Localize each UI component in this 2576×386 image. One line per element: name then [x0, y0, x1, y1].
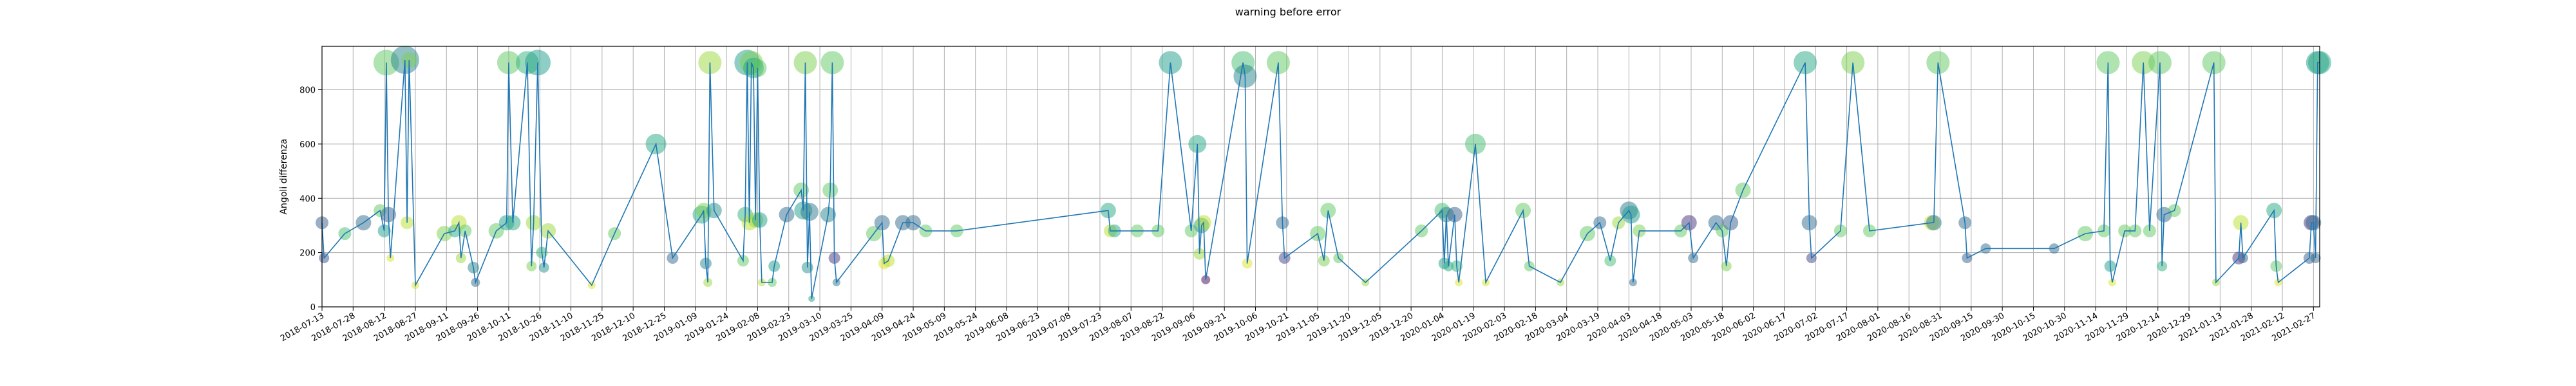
- data-point: [401, 216, 414, 230]
- y-axis-label: Angoli differenza: [279, 138, 289, 214]
- plot-area: [321, 46, 2320, 308]
- y-tick-label: 600: [299, 140, 316, 150]
- y-tick-label: 800: [299, 86, 316, 96]
- x-axis: 2018-07-132018-07-282018-08-122018-08-27…: [279, 307, 2317, 344]
- y-tick-label: 0: [310, 303, 316, 313]
- grid: [321, 46, 2320, 308]
- chart-title: warning before error: [1235, 6, 1341, 18]
- series-line: [321, 60, 2320, 299]
- y-axis: 0 200 400 600 800: [299, 86, 322, 313]
- scatter-markers: [316, 46, 2331, 302]
- y-tick-label: 200: [299, 249, 316, 259]
- y-tick-label: 400: [299, 194, 316, 204]
